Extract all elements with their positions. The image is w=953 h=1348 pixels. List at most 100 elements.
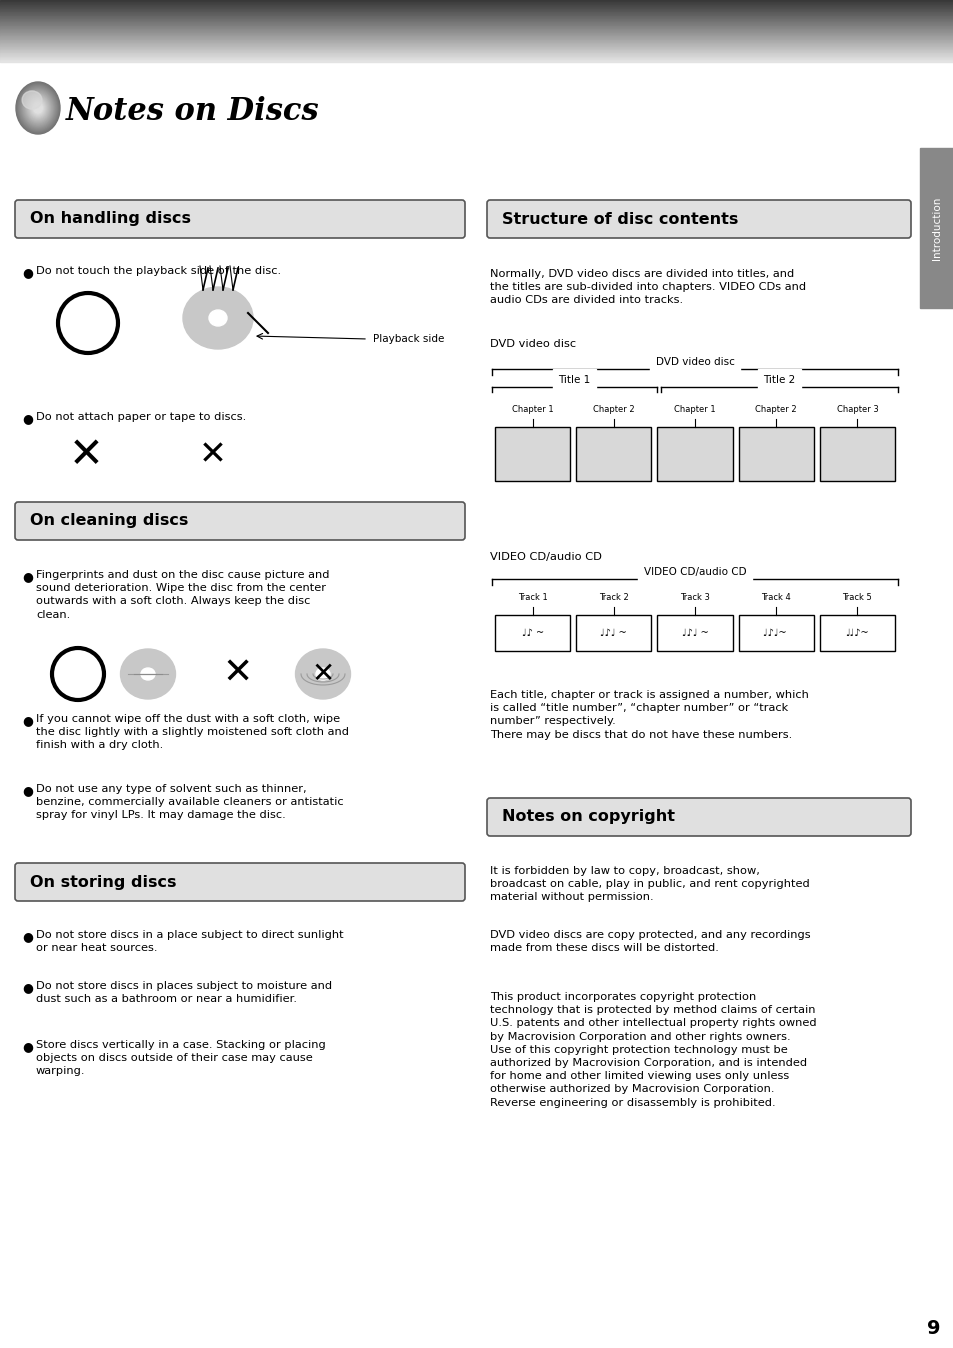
Text: Track 2: Track 2 [598,593,628,603]
Ellipse shape [295,648,350,700]
Bar [819,427,894,481]
Text: VIDEO CD/audio CD: VIDEO CD/audio CD [490,551,601,562]
Text: Title 2: Title 2 [762,375,795,386]
Text: ✕: ✕ [69,434,103,476]
Text: DVD video disc: DVD video disc [490,338,576,349]
Text: ✕: ✕ [223,656,253,692]
Text: Do not use any type of solvent such as thinner,
benzine, commercially available : Do not use any type of solvent such as t… [36,785,343,821]
Text: ●: ● [22,981,32,993]
Text: Do not touch the playback side of the disc.: Do not touch the playback side of the di… [36,266,281,276]
Ellipse shape [183,287,253,349]
FancyBboxPatch shape [15,863,464,900]
Text: Chapter 1: Chapter 1 [674,404,715,414]
Text: Track 3: Track 3 [679,593,709,603]
Text: Track 5: Track 5 [841,593,871,603]
FancyBboxPatch shape [15,501,464,541]
Text: DVD video discs are copy protected, and any recordings
made from these discs wil: DVD video discs are copy protected, and … [490,930,810,953]
Bar [738,427,813,481]
Ellipse shape [28,96,49,121]
Ellipse shape [209,310,227,326]
Ellipse shape [22,90,42,109]
Ellipse shape [26,93,51,123]
FancyBboxPatch shape [15,200,464,239]
Bar [738,615,813,651]
Text: ●: ● [22,714,32,727]
Ellipse shape [177,425,249,485]
Ellipse shape [141,669,154,679]
Bar [819,615,894,651]
Text: ●: ● [22,930,32,944]
Bar [657,615,732,651]
Ellipse shape [19,85,57,131]
Bar [576,615,651,651]
Ellipse shape [24,90,52,125]
Text: Store discs vertically in a case. Stacking or placing
objects on discs outside o: Store discs vertically in a case. Stacki… [36,1041,325,1077]
FancyBboxPatch shape [486,200,910,239]
Bar [576,427,651,481]
Bar [495,427,570,481]
Text: Track 1: Track 1 [517,593,547,603]
Ellipse shape [23,90,53,127]
Ellipse shape [29,97,47,119]
Text: VIDEO CD/audio CD: VIDEO CD/audio CD [643,568,745,577]
Bar [495,615,570,651]
Ellipse shape [27,94,50,121]
Text: Do not store discs in places subject to moisture and
dust such as a bathroom or : Do not store discs in places subject to … [36,981,332,1004]
Text: Do not attach paper or tape to discs.: Do not attach paper or tape to discs. [36,412,246,422]
Ellipse shape [16,82,60,133]
Text: ●: ● [22,1041,32,1053]
Text: ●: ● [22,412,32,425]
Ellipse shape [17,84,59,133]
Text: Do not store discs in a place subject to direct sunlight
or near heat sources.: Do not store discs in a place subject to… [36,930,343,953]
Text: This product incorporates copyright protection
technology that is protected by m: This product incorporates copyright prot… [490,992,816,1108]
Text: ●: ● [22,785,32,797]
Text: ♩♪♩ ~: ♩♪♩ ~ [680,628,708,638]
Ellipse shape [30,98,46,117]
Text: ♩♪♩ ~: ♩♪♩ ~ [599,628,626,638]
Ellipse shape [22,89,54,127]
Ellipse shape [31,101,44,115]
Text: Normally, DVD video discs are divided into titles, and
the titles are sub-divide: Normally, DVD video discs are divided in… [490,270,805,306]
Text: Each title, chapter or track is assigned a number, which
is called “title number: Each title, chapter or track is assigned… [490,690,808,740]
Text: ●: ● [22,266,32,279]
Text: Chapter 1: Chapter 1 [511,404,553,414]
Text: Track 4: Track 4 [760,593,790,603]
Text: Fingerprints and dust on the disc cause picture and
sound deterioration. Wipe th: Fingerprints and dust on the disc cause … [36,570,329,620]
FancyBboxPatch shape [486,798,910,836]
Text: On storing discs: On storing discs [30,875,176,890]
Ellipse shape [29,96,48,120]
Text: On handling discs: On handling discs [30,212,191,226]
Text: Chapter 3: Chapter 3 [836,404,878,414]
Ellipse shape [204,448,222,462]
Text: 9: 9 [926,1318,940,1337]
Bar [657,427,732,481]
Ellipse shape [32,102,43,115]
Ellipse shape [20,86,56,129]
Ellipse shape [120,648,175,700]
Text: Structure of disc contents: Structure of disc contents [501,212,738,226]
Text: Notes on Discs: Notes on Discs [66,96,319,127]
Ellipse shape [315,669,330,679]
Text: If you cannot wipe off the dust with a soft cloth, wipe
the disc lightly with a : If you cannot wipe off the dust with a s… [36,714,349,751]
Ellipse shape [30,100,45,116]
Text: Chapter 2: Chapter 2 [593,404,634,414]
Bar [919,148,953,307]
Text: ✕: ✕ [199,438,227,472]
Ellipse shape [25,92,51,124]
Ellipse shape [33,102,42,113]
Text: On cleaning discs: On cleaning discs [30,514,188,528]
Text: DVD video disc: DVD video disc [655,357,734,367]
Text: Title 1: Title 1 [558,375,590,386]
Ellipse shape [18,84,58,132]
Text: Notes on copyright: Notes on copyright [501,810,675,825]
Text: Playback side: Playback side [373,334,444,344]
Text: Chapter 2: Chapter 2 [755,404,796,414]
Text: ♩♪ ~: ♩♪ ~ [521,628,543,638]
Text: ♩♩♪~: ♩♩♪~ [844,628,868,638]
Text: ♩♪♩~: ♩♪♩~ [762,628,789,638]
Text: ✕: ✕ [311,661,335,687]
Text: Introduction: Introduction [931,197,941,260]
Ellipse shape [21,88,55,128]
Text: ●: ● [22,570,32,582]
Text: It is forbidden by law to copy, broadcast, show,
broadcast on cable, play in pub: It is forbidden by law to copy, broadcas… [490,865,809,902]
